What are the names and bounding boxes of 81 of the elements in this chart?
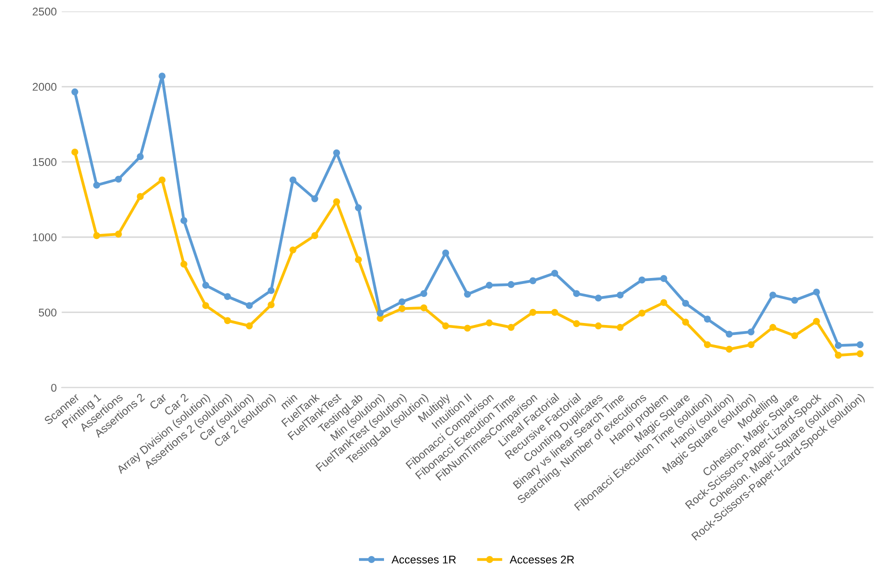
point: [856, 341, 864, 348]
point: [834, 352, 842, 359]
point: [333, 198, 340, 206]
point: [158, 72, 166, 80]
point: [354, 204, 362, 212]
point: [551, 270, 558, 277]
point: [464, 324, 471, 332]
point: [93, 232, 100, 240]
point: [180, 260, 188, 268]
point: [114, 176, 122, 183]
y-tick-label: 2500: [32, 8, 56, 16]
point: [354, 256, 362, 264]
point: [616, 292, 624, 299]
point: [71, 88, 78, 96]
point: [420, 290, 428, 298]
y-tick-label: 0: [51, 384, 56, 392]
point: [616, 324, 624, 331]
point: [442, 249, 450, 256]
point: [289, 246, 296, 254]
point: [551, 308, 558, 316]
y-tick-label: 500: [38, 308, 56, 316]
point: [573, 290, 580, 298]
point: [71, 148, 78, 156]
y-tick-label: 1000: [33, 233, 56, 242]
point: [704, 341, 711, 348]
point: [704, 316, 711, 323]
point: [180, 217, 188, 224]
point: [748, 341, 754, 348]
point: [529, 308, 536, 316]
point: [420, 304, 428, 312]
point: [834, 342, 842, 349]
point: [289, 176, 296, 184]
point: [158, 176, 166, 184]
point: [311, 232, 318, 240]
point: [486, 282, 493, 289]
point: [442, 322, 450, 330]
point: [660, 275, 668, 282]
point: [136, 153, 144, 160]
point: [638, 276, 646, 284]
point: [398, 305, 406, 312]
point: [638, 310, 646, 317]
point: [246, 322, 253, 330]
point: [573, 320, 580, 328]
point: [791, 332, 798, 340]
legend-label: Accesses 1R: [392, 556, 456, 564]
point: [726, 346, 733, 353]
point: [529, 277, 536, 284]
point: [812, 318, 820, 325]
y-tick-label: 2000: [32, 82, 56, 91]
point: [791, 296, 798, 304]
point: [682, 300, 690, 307]
point: [268, 301, 275, 308]
point: [333, 149, 340, 156]
y-tick-label: 1500: [33, 158, 56, 166]
point: [202, 282, 210, 289]
point: [114, 230, 122, 238]
point: [136, 193, 144, 200]
point: [486, 319, 493, 326]
legend-label: Accesses 2R: [510, 556, 574, 564]
point: [508, 281, 515, 288]
point: [812, 288, 820, 296]
point: [682, 318, 690, 326]
point: [398, 298, 406, 306]
point: [93, 182, 100, 189]
point: [311, 195, 318, 202]
point: [660, 299, 668, 306]
point: [464, 290, 471, 298]
point: [224, 317, 231, 324]
point: [856, 350, 864, 358]
point: [748, 328, 754, 336]
point: [769, 292, 776, 299]
point: [769, 324, 776, 331]
point: [594, 322, 602, 330]
point: [594, 294, 602, 302]
point: [508, 324, 515, 331]
point: [224, 293, 231, 300]
point: [376, 310, 384, 317]
point: [726, 330, 733, 338]
point: [246, 302, 253, 310]
point: [268, 287, 275, 294]
point: [202, 302, 210, 310]
